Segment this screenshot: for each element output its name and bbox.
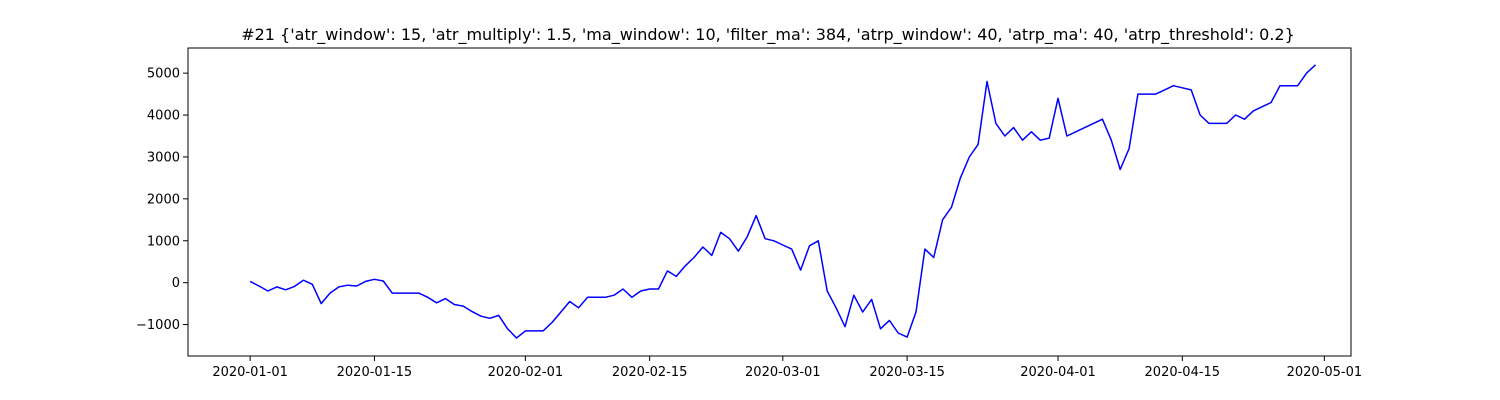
y-tick-label: 5000 xyxy=(147,67,180,82)
y-axis: −1000 0 1000 2000 3000 4000 5000 xyxy=(136,67,188,333)
x-tick-label: 2020-04-01 xyxy=(1020,365,1096,380)
x-tick-label: 2020-02-15 xyxy=(612,365,688,380)
x-tick-label: 2020-03-15 xyxy=(869,365,945,380)
axes-frame xyxy=(187,47,1352,357)
y-tick-label: 2000 xyxy=(147,192,180,207)
x-tick-label: 2020-04-15 xyxy=(1145,365,1221,380)
x-tick-label: 2020-05-01 xyxy=(1287,365,1363,380)
x-tick-label: 2020-02-01 xyxy=(488,365,564,380)
x-axis: 2020-01-01 2020-01-15 2020-02-01 2020-02-15… xyxy=(212,356,1362,380)
chart-title: #21 {'atr_window': 15, 'atr_multiply': 1… xyxy=(241,25,1295,45)
x-tick-label: 2020-03-01 xyxy=(745,365,821,380)
plot-area xyxy=(249,64,1317,339)
y-tick-label: 1000 xyxy=(147,234,180,249)
y-tick-label: 0 xyxy=(172,276,180,291)
x-tick-label: 2020-01-01 xyxy=(212,365,288,380)
y-tick-label: 3000 xyxy=(147,150,180,165)
y-tick-label: −1000 xyxy=(136,318,180,333)
y-tick-label: 4000 xyxy=(147,109,180,124)
series-line-0 xyxy=(249,64,1317,339)
x-tick-label: 2020-01-15 xyxy=(337,365,413,380)
